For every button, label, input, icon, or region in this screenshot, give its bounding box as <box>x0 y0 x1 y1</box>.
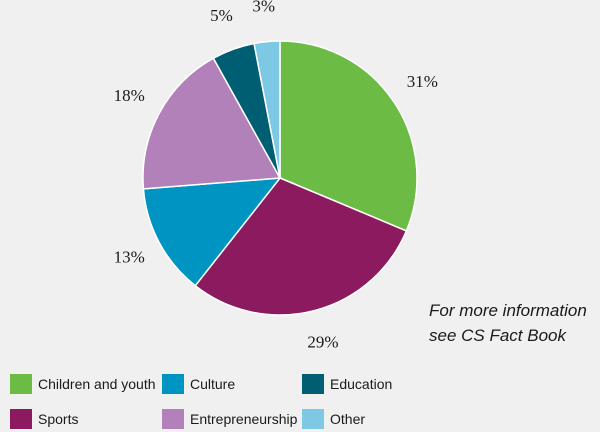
pie-label-entrepreneurship: 18% <box>114 86 145 105</box>
pie-slice-culture <box>142 177 281 287</box>
legend-item-sports: Sports <box>10 408 78 430</box>
legend-item-education: Education <box>302 373 392 395</box>
pie-label-children-and-youth: 31% <box>407 72 438 91</box>
pie-slices <box>142 40 418 316</box>
pie-slice-other <box>253 40 281 179</box>
legend-label-children-and-youth: Children and youth <box>38 376 156 392</box>
legend-swatch-education <box>302 374 324 394</box>
pie-label-culture: 13% <box>114 248 145 267</box>
pie-slice-children-and-youth <box>279 40 418 232</box>
legend-label-entrepreneurship: Entrepreneurship <box>190 411 298 427</box>
legend-label-other: Other <box>330 411 366 427</box>
legend-label-culture: Culture <box>190 376 236 392</box>
legend-item-culture: Culture <box>162 373 235 395</box>
info-note-line1: For more information <box>429 301 587 320</box>
pie-label-sports: 29% <box>307 332 338 351</box>
pie-label-education: 5% <box>210 6 233 25</box>
legend-swatch-sports <box>10 409 32 429</box>
info-note: For more information see CS Fact Book <box>429 298 587 348</box>
legend-item-entrepreneurship: Entrepreneurship <box>162 408 297 430</box>
legend-swatch-children-and-youth <box>10 374 32 394</box>
legend-swatch-culture <box>162 374 184 394</box>
pie-slice-entrepreneurship <box>142 57 281 190</box>
legend-label-sports: Sports <box>38 411 79 427</box>
legend-item-children-and-youth: Children and youth <box>10 373 156 395</box>
pie-slice-sports <box>194 177 408 316</box>
pie-label-other: 3% <box>252 0 275 16</box>
legend-swatch-entrepreneurship <box>162 409 184 429</box>
pie-value-labels: 31% 29% 13% 18% 5% 3% <box>114 0 438 351</box>
legend-label-education: Education <box>330 376 393 392</box>
info-note-line2: see CS Fact Book <box>429 326 567 345</box>
legend-item-other: Other <box>302 408 365 430</box>
legend-swatch-other <box>302 409 324 429</box>
